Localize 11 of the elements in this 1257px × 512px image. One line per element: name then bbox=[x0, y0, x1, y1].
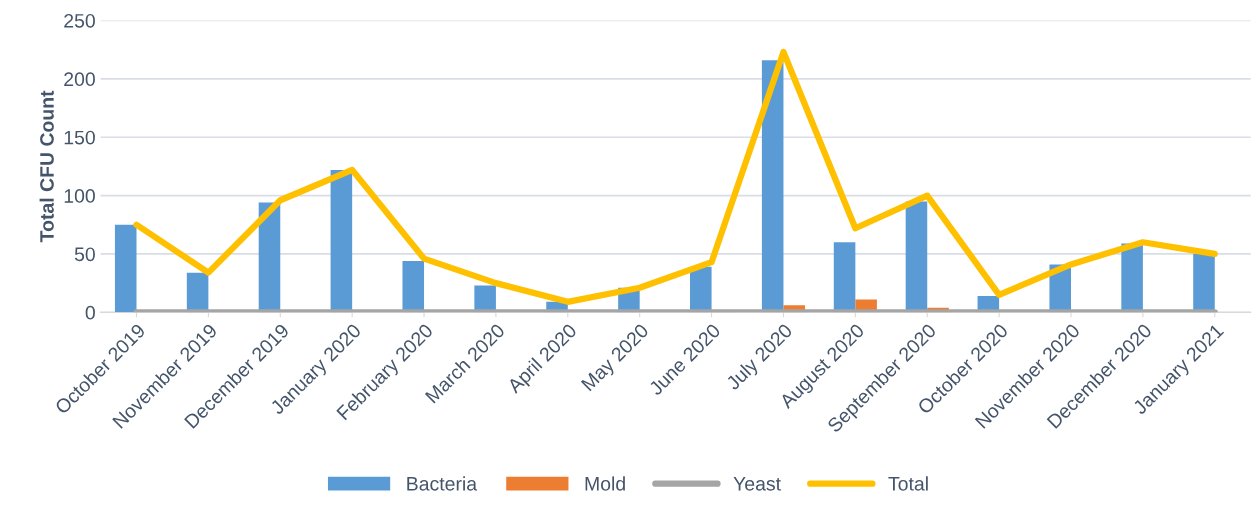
y-tick-label: 250 bbox=[64, 13, 95, 28]
legend-label: Mold bbox=[585, 476, 625, 491]
y-axis-title: Total CFU Count bbox=[39, 90, 54, 243]
legend-label: Bacteria bbox=[407, 476, 478, 491]
y-tick-label: 0 bbox=[85, 305, 95, 320]
legend-label: Yeast bbox=[733, 477, 781, 491]
y-tick-label: 50 bbox=[74, 247, 95, 262]
legend-label: Total bbox=[888, 476, 928, 491]
y-tick-label: 100 bbox=[64, 189, 95, 203]
y-tick-label: 200 bbox=[64, 72, 95, 87]
y-tick-label: 150 bbox=[64, 130, 95, 145]
